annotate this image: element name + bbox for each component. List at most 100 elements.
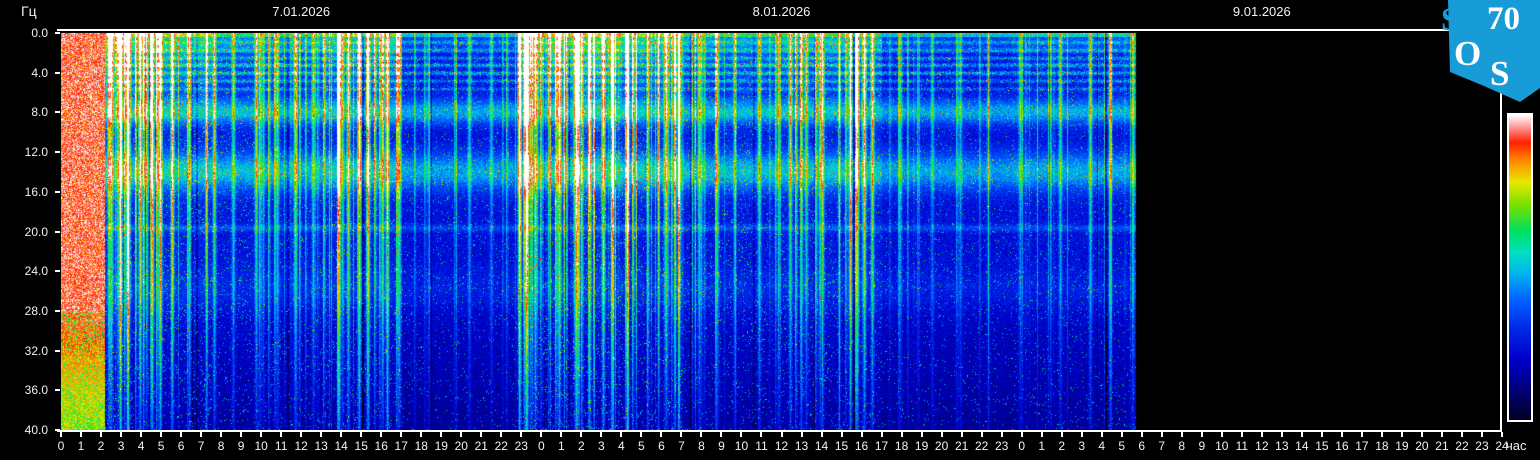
spectrogram-heatmap (61, 33, 1502, 430)
hour-tick-label: 20 (934, 439, 949, 453)
hour-tick-label: 22 (1455, 439, 1469, 453)
freq-tick (55, 270, 60, 273)
hour-tick-label: 9 (237, 439, 245, 453)
hour-axis-unit-label: час (1506, 438, 1527, 453)
hour-tick (460, 432, 463, 437)
freq-tick-label: 36.0 (24, 383, 48, 398)
hour-tick (1280, 432, 1283, 437)
hour-tick (1460, 432, 1463, 437)
hour-tick-label: 1 (77, 439, 85, 453)
hour-tick-label: 15 (1315, 439, 1329, 453)
hour-tick (1480, 432, 1483, 437)
hour-tick (960, 432, 963, 437)
hour-tick (1300, 432, 1303, 437)
colorbar (1507, 113, 1533, 422)
hour-tick-label: 15 (354, 439, 368, 453)
hour-tick-label: 18 (1375, 439, 1389, 453)
hour-tick (1200, 432, 1203, 437)
colorbar-gradient (1509, 115, 1531, 420)
freq-tick-label: 32.0 (24, 343, 48, 358)
hour-tick-label: 14 (1295, 439, 1309, 453)
freq-tick (55, 32, 60, 34)
hour-tick-label: 17 (394, 439, 408, 453)
hour-tick (820, 432, 823, 437)
date-label: 9.01.2026 (1232, 4, 1291, 19)
hour-tick-label: 16 (854, 439, 869, 453)
hour-tick-label: 1 (1038, 439, 1046, 453)
hour-tick (1260, 432, 1263, 437)
hour-tick (900, 432, 903, 437)
hour-tick (1220, 432, 1223, 437)
hour-tick (100, 432, 103, 437)
logo-letter-s2: S (1490, 54, 1510, 93)
hour-tick (400, 432, 403, 437)
hour-tick (540, 432, 543, 437)
hour-tick (240, 432, 243, 437)
hour-tick (1320, 432, 1323, 437)
freq-tick (55, 349, 60, 352)
hour-tick (620, 432, 623, 437)
hour-tick-label: 19 (914, 439, 929, 453)
hour-tick (1440, 432, 1443, 437)
hour-tick-label: 3 (1078, 439, 1086, 453)
hour-tick (1060, 432, 1063, 437)
hour-tick-label: 21 (474, 439, 488, 453)
hour-tick-label: 17 (1355, 439, 1369, 453)
hour-tick (60, 432, 62, 437)
hour-tick (600, 432, 603, 437)
hour-tick (500, 432, 503, 437)
hour-tick (220, 432, 223, 437)
hour-tick (300, 432, 303, 437)
hour-tick-label: 11 (755, 439, 768, 453)
hour-tick-label: 10 (254, 439, 268, 453)
hour-tick-label: 16 (1335, 439, 1349, 453)
hour-tick (140, 432, 143, 437)
freq-tick-label: 12.0 (24, 145, 48, 160)
hour-tick-label: 14 (814, 439, 829, 453)
hour-tick-label: 23 (514, 439, 528, 453)
hour-tick-label: 9 (718, 439, 725, 453)
freq-tick (55, 190, 60, 193)
hour-tick (1120, 432, 1123, 437)
hour-tick-label: 6 (1138, 439, 1146, 453)
freq-tick (55, 389, 60, 392)
hour-tick-label: 2 (578, 439, 585, 453)
hour-tick-label: 12 (294, 439, 308, 453)
date-label: 8.01.2026 (752, 4, 811, 19)
hour-tick-label: 15 (834, 439, 849, 453)
hour-tick (920, 432, 923, 437)
hour-tick-label: 5 (1118, 439, 1126, 453)
hour-tick-label: 11 (274, 439, 288, 453)
hour-tick-label: 10 (1215, 439, 1229, 453)
hour-tick-label: 9 (1198, 439, 1206, 453)
plot-bottom-border (57, 430, 1502, 432)
hour-tick-label: 18 (414, 439, 428, 453)
freq-tick (55, 429, 60, 431)
freq-tick (55, 151, 60, 154)
hour-tick-label: 13 (314, 439, 328, 453)
hour-tick (1420, 432, 1423, 437)
hour-tick (340, 432, 343, 437)
hour-tick-label: 10 (734, 439, 749, 453)
hour-tick-label: 4 (137, 439, 145, 453)
hour-tick-label: 0 (1018, 439, 1025, 453)
hour-tick-label: 6 (658, 439, 665, 453)
hour-tick (980, 432, 983, 437)
hour-tick (840, 432, 843, 437)
hour-tick (380, 432, 383, 437)
hour-tick (1400, 432, 1403, 437)
hour-tick (1340, 432, 1343, 437)
freq-tick-label: 28.0 (24, 303, 48, 318)
hour-tick-label: 0 (537, 439, 545, 453)
hour-tick (120, 432, 123, 437)
hour-tick (440, 432, 443, 437)
hour-tick (260, 432, 263, 437)
hour-tick-label: 7 (678, 439, 685, 453)
hour-tick-label: 5 (157, 439, 165, 453)
hour-tick (700, 432, 703, 437)
freq-tick (55, 71, 60, 74)
hour-tick (160, 432, 163, 437)
hour-tick (720, 432, 723, 437)
logo-letter-o: O (1454, 34, 1482, 73)
